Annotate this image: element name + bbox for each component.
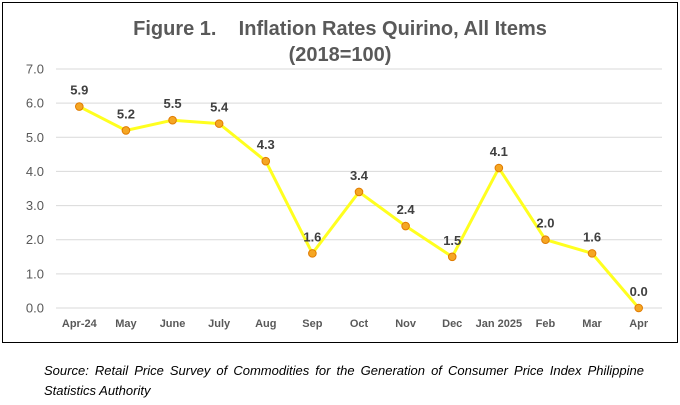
x-tick-label: June — [160, 318, 186, 330]
y-tick-label: 3.0 — [26, 198, 44, 213]
data-label: 5.9 — [70, 83, 88, 98]
data-label: 1.6 — [303, 229, 321, 244]
data-label: 1.5 — [443, 233, 461, 248]
data-point — [308, 249, 317, 258]
chart-frame — [2, 2, 678, 343]
x-tick-label: Aug — [255, 318, 276, 330]
y-tick-label: 7.0 — [26, 62, 44, 77]
y-tick-label: 1.0 — [26, 266, 44, 281]
data-label: 4.3 — [257, 137, 275, 152]
x-tick-label: Mar — [582, 318, 602, 330]
x-tick-label: July — [208, 318, 231, 330]
series-line-layer — [78, 105, 640, 309]
x-tick-label: Feb — [536, 318, 556, 330]
line-chart: 0.0 1.0 2.0 3.0 4.0 5.0 6.0 7.0 Apr-24 May June Ju… — [26, 62, 662, 330]
x-tick-label: Dec — [442, 318, 462, 330]
source-note: Source: Retail Price Survey of Commoditi… — [44, 363, 644, 398]
data-label: 4.1 — [490, 144, 508, 159]
x-tick-label: Apr — [629, 318, 649, 330]
data-point — [587, 249, 597, 258]
data-point — [494, 163, 504, 173]
x-axis-ticks: Apr-24 May June July Aug Sep Oct Nov Dec Jan 2025… — [62, 318, 649, 330]
data-point — [634, 303, 643, 313]
chart-title: Figure 1. Inflation Rates Quirino, All I… — [133, 18, 547, 40]
data-point — [75, 102, 84, 111]
y-tick-label: 2.0 — [26, 232, 44, 247]
series-line — [78, 105, 640, 309]
x-tick-label: May — [115, 318, 137, 330]
data-point — [354, 187, 364, 197]
data-label: 5.2 — [117, 106, 135, 121]
data-label: 3.4 — [350, 168, 369, 183]
data-point — [401, 221, 410, 231]
data-point — [214, 119, 224, 128]
x-tick-label: Nov — [395, 318, 417, 330]
data-point — [168, 115, 177, 125]
x-tick-label: Jan 2025 — [476, 318, 522, 330]
data-label: 5.4 — [210, 100, 229, 115]
data-point — [541, 235, 550, 245]
y-tick-label: 5.0 — [26, 130, 44, 145]
x-tick-label: Sep — [302, 318, 322, 330]
data-labels: 5.9 5.2 5.5 5.4 4.3 1.6 3.4 2.4 1.5 4.1 2.0 1.6 0.0 — [70, 83, 647, 299]
data-label: 1.6 — [583, 229, 601, 244]
data-label: 5.5 — [163, 96, 181, 111]
data-point — [447, 252, 457, 262]
chart-subtitle: (2018=100) — [288, 44, 392, 66]
data-point — [261, 156, 271, 166]
x-tick-label: Apr-24 — [62, 318, 98, 330]
y-axis-ticks: 0.0 1.0 2.0 3.0 4.0 5.0 6.0 7.0 — [26, 62, 44, 316]
data-point — [121, 126, 131, 135]
data-label: 2.0 — [536, 216, 554, 231]
data-label: 0.0 — [630, 284, 648, 299]
y-tick-label: 6.0 — [26, 96, 44, 111]
x-tick-label: Oct — [350, 318, 369, 330]
y-tick-label: 4.0 — [26, 164, 44, 179]
gridlines — [56, 68, 662, 309]
data-label: 2.4 — [397, 202, 416, 217]
data-points — [75, 102, 643, 313]
y-tick-label: 0.0 — [26, 301, 44, 316]
